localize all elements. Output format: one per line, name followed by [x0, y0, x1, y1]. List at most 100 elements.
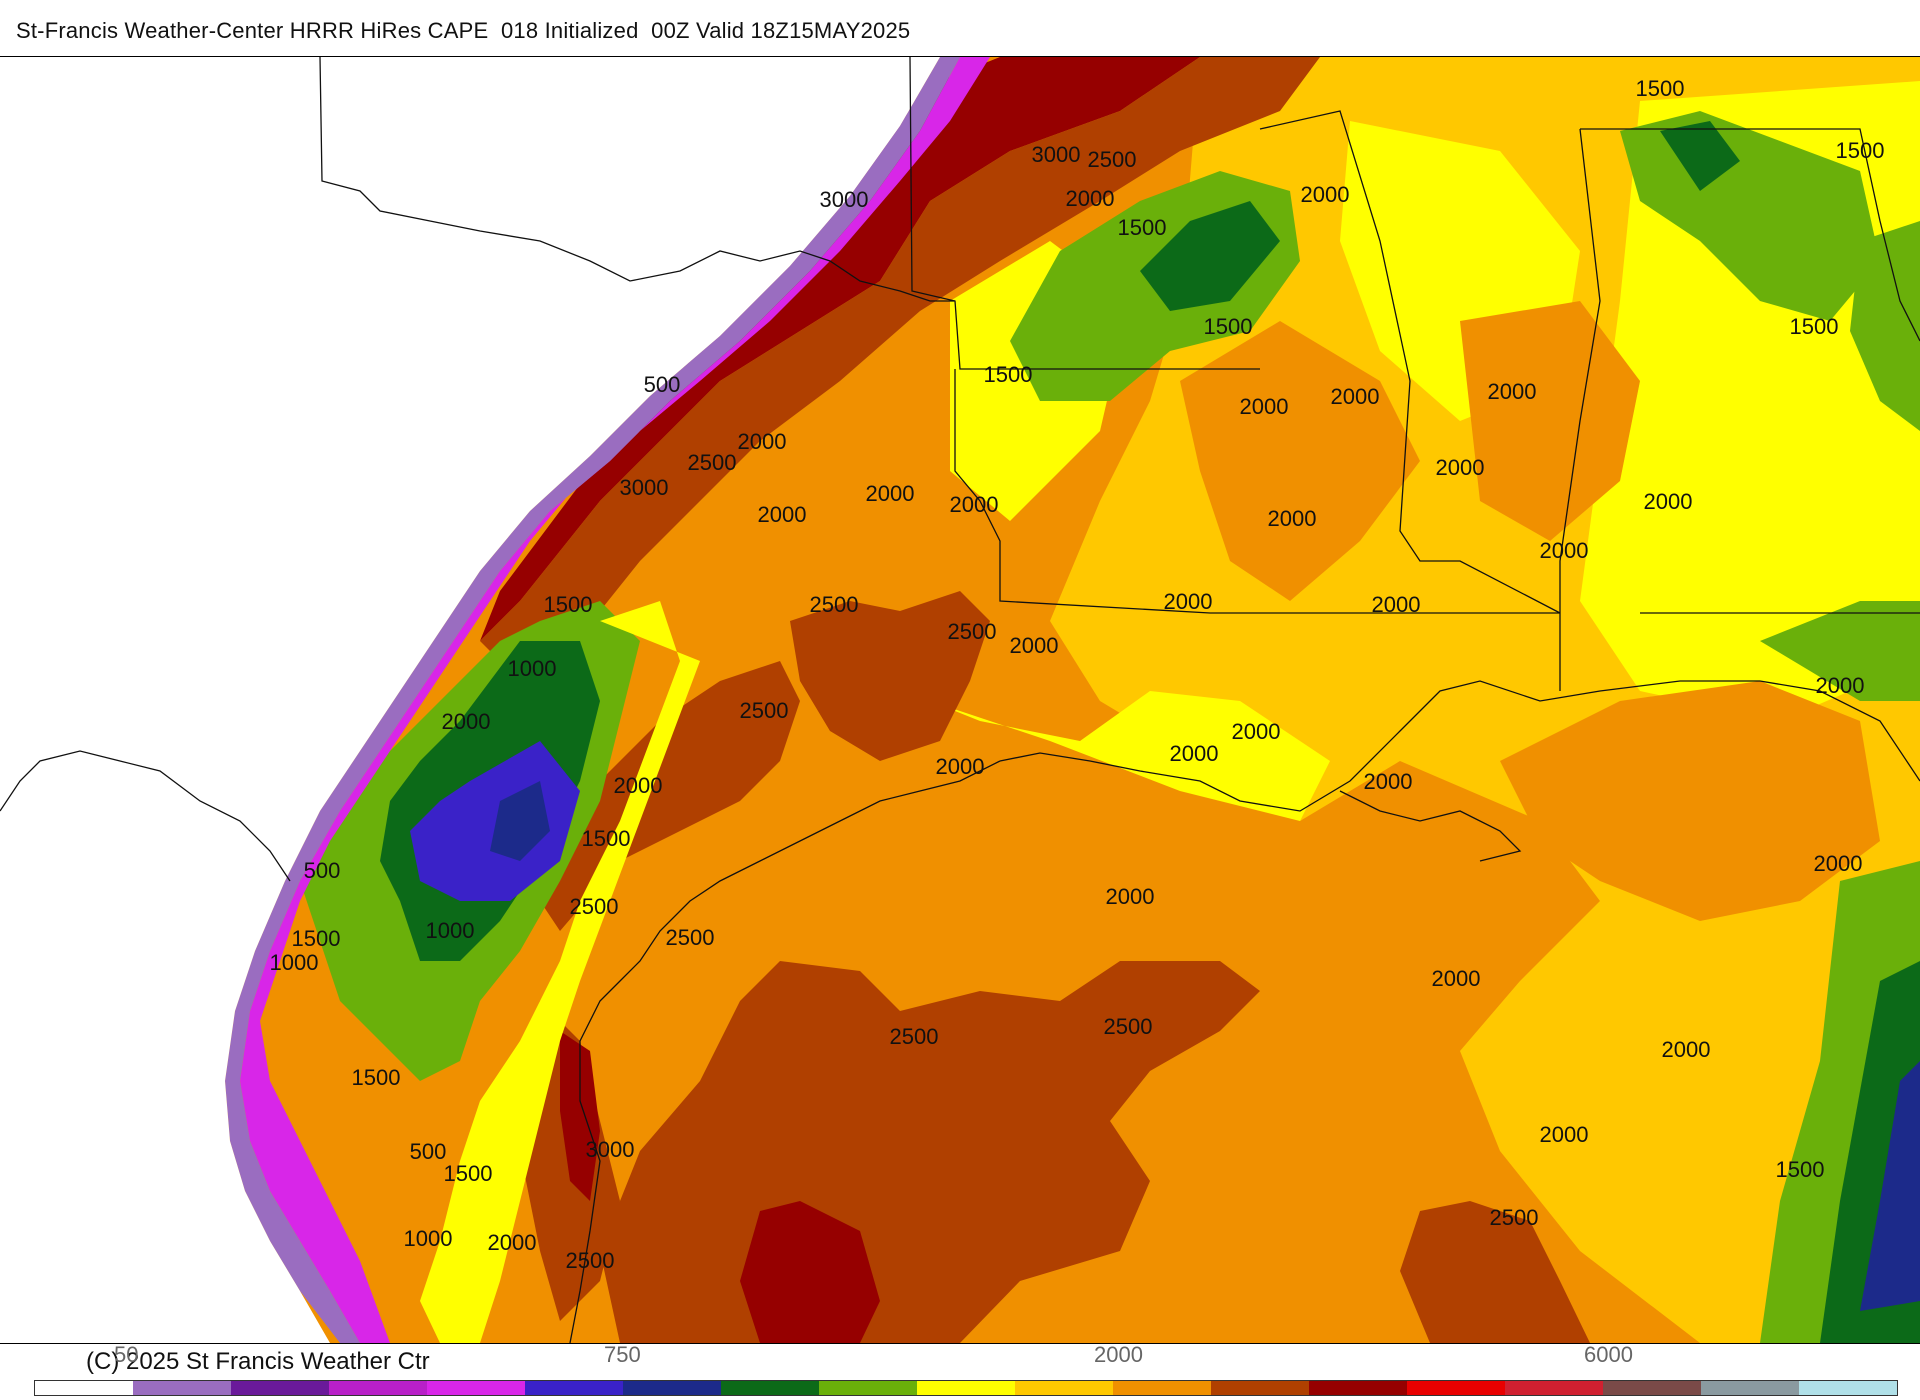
colorbar-segment: [1113, 1381, 1211, 1395]
contour-label: 1500: [1790, 314, 1839, 339]
colorbar-segment: [35, 1381, 133, 1395]
contour-label: 2000: [614, 773, 663, 798]
contour-label: 2000: [1432, 966, 1481, 991]
contour-label: 1000: [508, 656, 557, 681]
contour-label: 1000: [426, 918, 475, 943]
cape-zone-3000-tx-coast: [560, 1031, 600, 1201]
colorbar-segment: [329, 1381, 427, 1395]
contour-label: 2500: [1104, 1014, 1153, 1039]
contour-label: 2000: [1540, 1122, 1589, 1147]
border-ms: [1259, 110, 1561, 614]
contour-label: 2000: [1488, 379, 1537, 404]
border-ok-tx-red-river: [909, 57, 1260, 370]
contour-label: 1500: [544, 592, 593, 617]
contour-label: 1500: [292, 926, 341, 951]
contour-label: 2500: [1088, 147, 1137, 172]
contour-label: 2000: [1066, 186, 1115, 211]
contour-label: 2000: [1436, 455, 1485, 480]
contour-label: 2500: [666, 925, 715, 950]
contour-label: 2500: [948, 619, 997, 644]
cape-zone-darkgreen-ne: [1660, 121, 1740, 191]
contour-label: 500: [410, 1139, 447, 1164]
cape-zone-yellow-central: [930, 691, 1330, 821]
coast-texas: [999, 680, 1920, 812]
border-al-ms: [1559, 128, 1601, 691]
contour-label: 2000: [1170, 741, 1219, 766]
colorbar-labels: 50 750 2000 6000: [0, 1342, 1920, 1372]
contour-label: 1500: [1776, 1157, 1825, 1182]
contour-label: 3000: [1032, 142, 1081, 167]
contour-label: 3000: [820, 187, 869, 212]
contour-label: 2000: [1232, 719, 1281, 744]
contour-label: 2000: [1540, 538, 1589, 563]
colorbar-segment: [427, 1381, 525, 1395]
contour-label: 2000: [442, 709, 491, 734]
contour-label: 2000: [1644, 489, 1693, 514]
contour-label: 2000: [738, 429, 787, 454]
colorbar-segment: [1603, 1381, 1701, 1395]
coast-louisiana: [1339, 790, 1522, 862]
colorbar-segment: [721, 1381, 819, 1395]
cape-zone-orange-gulf: [1500, 681, 1880, 921]
contour-label: 1500: [582, 826, 631, 851]
contour-label: 2500: [740, 698, 789, 723]
cape-zone-orange-east: [1460, 301, 1640, 541]
cape-zone-yellow-mx: [420, 601, 700, 1343]
cape-zone-blue-southeast: [1860, 1061, 1920, 1311]
contour-label: 1500: [1836, 138, 1885, 163]
contour-label: 2000: [1268, 506, 1317, 531]
contour-label: 2000: [866, 481, 915, 506]
contour-label: 2000: [950, 492, 999, 517]
contour-label: 1500: [352, 1065, 401, 1090]
cape-zone-orange-ne: [1180, 321, 1420, 601]
contour-label: 1000: [404, 1226, 453, 1251]
contour-label: 2500: [570, 894, 619, 919]
contour-label: 2000: [1816, 673, 1865, 698]
contour-label: 3000: [586, 1137, 635, 1162]
contour-label: 2000: [1301, 182, 1350, 207]
contour-label: 2000: [1372, 592, 1421, 617]
cape-zone-magenta-fringe: [240, 57, 990, 1343]
contour-label: 2000: [1814, 851, 1863, 876]
cape-zone-green-east-edge: [1850, 221, 1920, 431]
border-nm-tx: [319, 57, 955, 302]
colorbar-segment: [819, 1381, 917, 1395]
contour-label: 2500: [688, 450, 737, 475]
contour-label: 2000: [1364, 769, 1413, 794]
colorbar-segment: [917, 1381, 1015, 1395]
contour-label: 3000: [620, 475, 669, 500]
colorbar-segment: [525, 1381, 623, 1395]
contour-label: 1500: [1118, 215, 1167, 240]
cape-zone-3000-south: [740, 1201, 880, 1343]
colorbar-segment: [1211, 1381, 1309, 1395]
cape-zone-darkgreen-north: [1140, 201, 1280, 311]
colorbar-segment: [231, 1381, 329, 1395]
contour-label: 2000: [1010, 633, 1059, 658]
border-mexico-us: [0, 750, 291, 882]
cape-zone-blue-sw: [410, 741, 580, 901]
colorbar-label: 50: [114, 1342, 139, 1367]
contour-label: 2000: [936, 754, 985, 779]
border-ark-la: [954, 369, 1560, 614]
contour-label: 2000: [1106, 884, 1155, 909]
contour-label: 500: [644, 372, 681, 397]
contour-label: 2500: [810, 592, 859, 617]
land-no-data-west: [0, 57, 940, 1343]
cape-colorbar: [34, 1380, 1898, 1396]
colorbar-segment: [1015, 1381, 1113, 1395]
contour-label: 2000: [1240, 394, 1289, 419]
contour-label: 2000: [1331, 384, 1380, 409]
border-al: [1580, 128, 1920, 342]
colorbar-segment: [133, 1381, 231, 1395]
contour-label: 1000: [270, 950, 319, 975]
map-title: St-Francis Weather-Center HRRR HiRes CAP…: [16, 18, 911, 43]
colorbar-segment: [1701, 1381, 1799, 1395]
contour-label: 2000: [758, 502, 807, 527]
cape-zone-2500-central: [790, 591, 990, 761]
contour-label: 2000: [488, 1230, 537, 1255]
colorbar-label: 750: [604, 1342, 641, 1367]
colorbar-label: 6000: [1584, 1342, 1633, 1367]
colorbar-segment: [1407, 1381, 1505, 1395]
contour-label: 2500: [1490, 1205, 1539, 1230]
